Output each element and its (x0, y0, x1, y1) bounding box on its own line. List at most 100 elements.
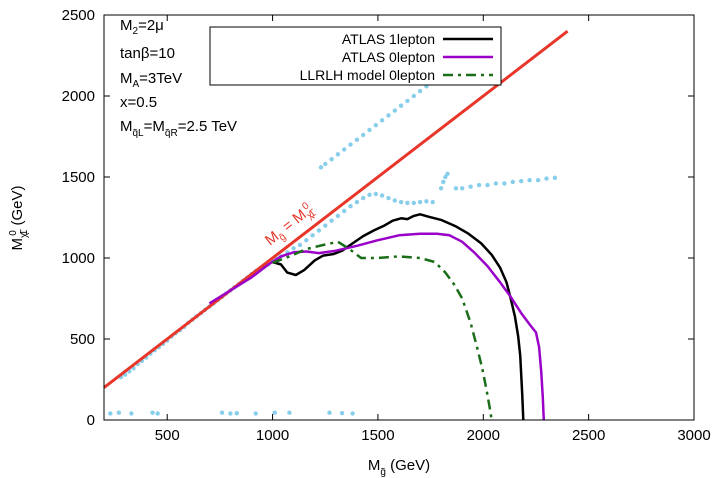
scatter-point (379, 193, 385, 198)
scatter-point (323, 161, 328, 167)
scatter-point (348, 142, 353, 147)
scatter-point (354, 137, 360, 142)
scatter-point (335, 213, 341, 219)
y-tick-label: 500 (70, 331, 95, 348)
scatter-point (392, 108, 397, 113)
y-tick-label: 1000 (62, 250, 95, 267)
x-axis-ticks: 500 1000 1500 2000 2500 3000 (155, 15, 711, 444)
y-axis-ticks: 0 500 1000 1500 2000 2500 (62, 7, 694, 429)
scatter-point (417, 199, 423, 205)
scatter-point (411, 200, 416, 206)
scatter-point (228, 411, 233, 416)
scatter-point (535, 178, 541, 183)
scatter-point (468, 184, 473, 189)
scatter-point (445, 171, 450, 176)
param-m2: M2=2μ (120, 17, 164, 37)
scatter-point (544, 176, 549, 181)
scatter-point (367, 127, 372, 133)
diagonal-line (103, 30, 569, 389)
scatter-point (219, 410, 225, 415)
scatter-point (108, 411, 113, 416)
scatter-point (438, 186, 444, 191)
scatter-point (329, 218, 334, 223)
scatter-point (327, 410, 332, 415)
scatter-point (453, 186, 459, 191)
scatter-point (350, 411, 355, 416)
scatter-point (441, 179, 446, 185)
legend: ATLAS 1lepton ATLAS 0lepton LLRLH model … (209, 26, 502, 86)
x-tick-label: 1500 (361, 427, 394, 444)
scatter-point (150, 410, 155, 415)
legend-label-3: LLRLH model 0lepton (300, 67, 435, 83)
scatter-point (476, 182, 482, 188)
scatter-point (485, 182, 490, 188)
x-tick-label: 2000 (467, 427, 500, 444)
plot-frame (103, 14, 695, 421)
scatter-point (342, 147, 347, 152)
parameter-annotations: M2=2μ tanβ=10 MA=3TeV x=0.5 Mq̃L=Mq̃R=2.… (120, 17, 237, 139)
series-layer (208, 213, 546, 421)
scatter-point (361, 195, 366, 201)
scatter-point (430, 199, 435, 205)
scatter-point (527, 178, 532, 183)
scatter-point (155, 411, 160, 416)
scatter-point (318, 165, 324, 170)
scatter-point (316, 228, 322, 233)
scatter-point (502, 181, 507, 186)
scatter-point (443, 174, 448, 180)
x-tick-label: 3000 (677, 427, 710, 444)
y-tick-label: 2500 (62, 7, 95, 24)
scatter-point (417, 88, 423, 94)
scatter-point (460, 186, 465, 191)
scatter-point (405, 200, 410, 206)
param-x: x=0.5 (120, 94, 157, 111)
scatter-point (304, 238, 309, 243)
scatter-point (335, 152, 341, 157)
scatter-point (373, 191, 378, 197)
scatter-point (386, 195, 391, 201)
scatter-point (405, 98, 410, 104)
legend-label-2: ATLAS 0lepton (342, 49, 435, 65)
y-tick-label: 1500 (62, 169, 95, 186)
scatter-point (329, 157, 334, 162)
scatter-point (424, 199, 429, 204)
scatter-layer (108, 55, 558, 416)
scatter-point (272, 410, 277, 415)
x-tick-label: 2500 (572, 427, 605, 444)
scatter-point (367, 192, 372, 197)
scatter-point (373, 123, 378, 128)
series-line-3 (272, 240, 493, 421)
diagonal-layer (103, 30, 569, 389)
scatter-point (379, 118, 385, 123)
scatter-point (411, 93, 416, 99)
scatter-point (398, 103, 404, 108)
scatter-point (510, 179, 515, 185)
scatter-point (354, 199, 360, 205)
x-axis-label: Mg̃ (GeV) (368, 457, 430, 478)
scatter-point (519, 178, 524, 184)
scatter-point (253, 411, 258, 416)
scatter-point (116, 410, 122, 415)
scatter-point (493, 181, 499, 186)
series-line-2 (208, 232, 546, 421)
scatter-point (392, 198, 397, 203)
x-tick-label: 500 (155, 427, 180, 444)
scatter-point (552, 175, 558, 180)
scatter-point (339, 411, 345, 416)
scatter-point (297, 242, 303, 248)
scatter-point (291, 246, 296, 251)
scatter-point (386, 113, 391, 118)
scatter-point (323, 223, 328, 228)
scatter-point (342, 208, 347, 214)
scatter-point (310, 233, 315, 238)
series-line-1 (272, 213, 525, 421)
y-axis-label: Mχ̃01 (GeV) (8, 185, 30, 250)
x-tick-label: 1000 (256, 427, 289, 444)
scatter-point (348, 204, 353, 209)
y-tick-label: 2000 (62, 88, 95, 105)
y-tick-label: 0 (87, 412, 95, 429)
scatter-point (398, 199, 404, 205)
param-ma: MA=3TeV (120, 70, 182, 90)
param-msquark: Mq̃L=Mq̃R=2.5 TeV (120, 118, 237, 139)
